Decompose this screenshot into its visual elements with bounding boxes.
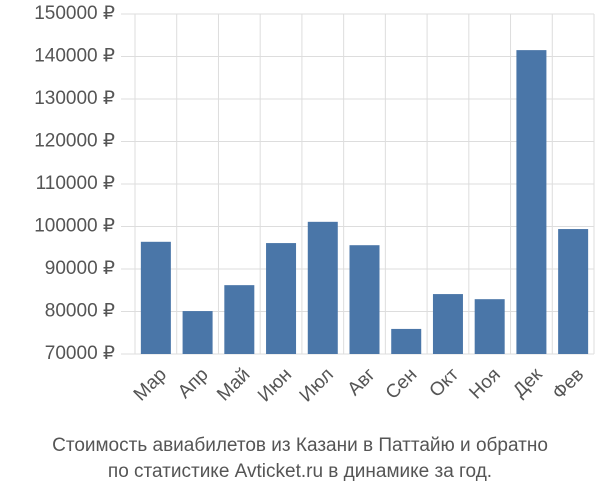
x-tick-label: Май (213, 364, 254, 405)
bar (558, 229, 589, 354)
y-tick-label: 140000 ₽ (34, 46, 115, 67)
bar (349, 245, 380, 354)
x-tick-label: Фев (549, 364, 589, 404)
y-tick-label: 150000 ₽ (34, 3, 115, 24)
y-tick-label: 130000 ₽ (34, 88, 115, 109)
x-tick-label: Авг (344, 364, 380, 400)
bar (474, 299, 505, 354)
bar (266, 243, 297, 354)
y-tick-label: 100000 ₽ (34, 216, 115, 237)
chart-title: Стоимость авиабилетов из Казани в Паттай… (52, 435, 548, 456)
y-tick-label: 80000 ₽ (45, 301, 115, 322)
x-tick-label: Сен (382, 364, 421, 403)
x-tick-label: Апр (174, 364, 213, 403)
bar (391, 328, 422, 354)
bar (432, 294, 463, 354)
x-tick-label: Дек (509, 364, 547, 402)
chart-subtitle: по статистике Avticket.ru в динамике за … (108, 461, 492, 482)
y-tick-label: 120000 ₽ (34, 131, 115, 152)
x-tick-label: Окт (426, 364, 464, 402)
y-tick-label: 70000 ₽ (45, 343, 115, 364)
x-tick-label: Мар (130, 364, 171, 405)
bar (182, 311, 213, 354)
bar (140, 241, 171, 354)
x-tick-label: Ноя (465, 364, 504, 403)
x-tick-label: Июн (254, 364, 296, 406)
x-tick-label: Июл (296, 364, 338, 406)
y-tick-label: 110000 ₽ (36, 173, 115, 194)
bar (307, 221, 338, 354)
bar (224, 285, 255, 354)
y-tick-label: 90000 ₽ (45, 258, 115, 279)
bar (516, 50, 547, 354)
